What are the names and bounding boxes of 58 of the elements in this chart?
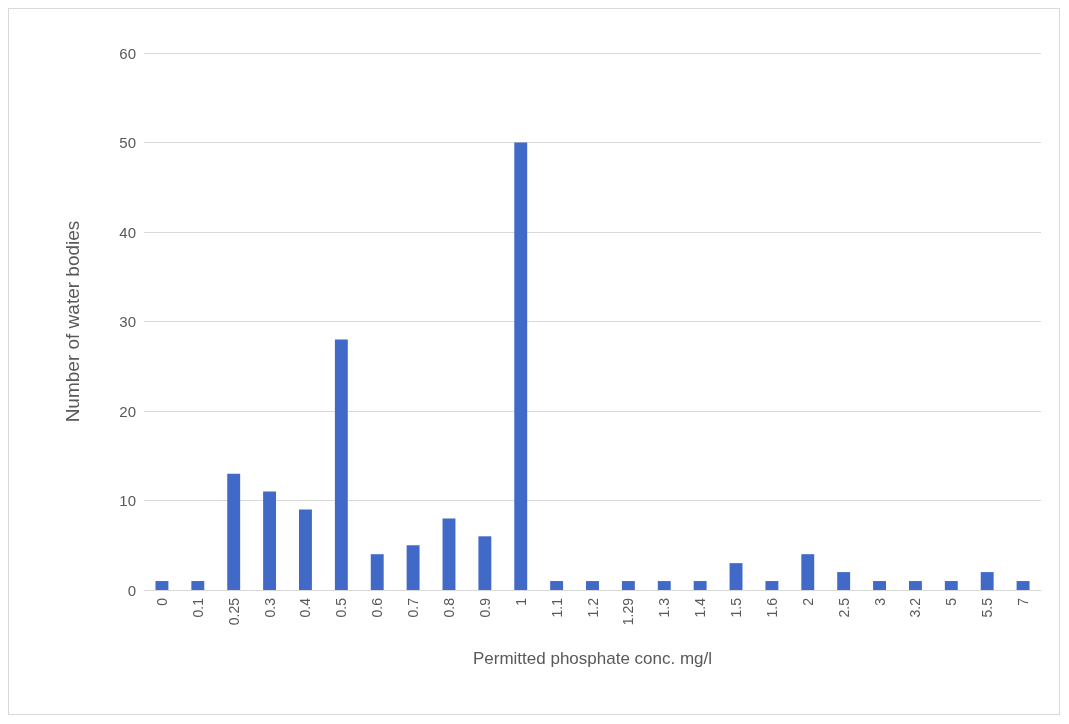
bar xyxy=(334,339,348,590)
y-tick-label: 40 xyxy=(119,223,136,241)
x-axis-title: Permitted phosphate conc. mg/l xyxy=(472,649,713,668)
x-tick-label: 0.25 xyxy=(225,597,242,626)
bar xyxy=(693,581,707,590)
x-tick-label: 0.4 xyxy=(297,597,314,618)
y-tick-label: 10 xyxy=(119,492,136,509)
bar xyxy=(155,581,169,590)
bar xyxy=(657,581,671,590)
x-tick-label: 5 xyxy=(943,597,960,606)
x-tick-label: 1.2 xyxy=(584,597,601,618)
x-tick-label: 0.8 xyxy=(440,597,457,618)
x-tick-label: 0.3 xyxy=(261,597,278,618)
x-tick-label: 3 xyxy=(871,597,888,606)
bar xyxy=(227,473,241,590)
bar xyxy=(837,572,851,590)
bar xyxy=(801,554,815,590)
x-tick-label: 1.6 xyxy=(763,597,780,618)
x-tick-label: 0 xyxy=(153,597,170,606)
y-tick-label: 60 xyxy=(119,44,136,62)
bar xyxy=(263,491,277,590)
bar xyxy=(370,554,384,590)
x-tick-label: 5.5 xyxy=(979,597,996,618)
bar xyxy=(191,581,205,590)
x-tick-label: 1.3 xyxy=(656,597,673,618)
bar xyxy=(873,581,886,590)
bar xyxy=(586,581,599,590)
y-tick-label: 30 xyxy=(119,313,136,330)
x-tick-label: 1.4 xyxy=(692,597,709,618)
bar xyxy=(765,581,779,590)
x-tick-label: 7 xyxy=(1015,597,1032,606)
x-tick-label: 1 xyxy=(512,597,529,606)
x-tick-label: 0.9 xyxy=(476,597,493,618)
x-tick-label: 0.6 xyxy=(369,597,386,618)
y-tick-label: 50 xyxy=(119,134,136,151)
bar xyxy=(621,581,635,590)
bar xyxy=(944,581,958,590)
y-axis-title: Number of water bodies xyxy=(62,220,83,423)
bar xyxy=(514,142,528,590)
x-tick-label: 1.29 xyxy=(620,597,637,626)
x-tick-label: 0.1 xyxy=(189,597,206,618)
bar xyxy=(478,536,492,590)
bar xyxy=(299,509,312,590)
x-tick-label: 0.7 xyxy=(405,597,422,618)
y-tick-label: 20 xyxy=(119,402,136,420)
x-tick-label: 1.5 xyxy=(728,597,745,618)
bar xyxy=(908,581,922,590)
bar xyxy=(550,581,564,590)
x-tick-label: 1.1 xyxy=(548,597,565,618)
bar xyxy=(442,518,456,590)
bar xyxy=(1016,581,1030,590)
bar xyxy=(406,545,420,590)
bar xyxy=(729,563,743,590)
x-tick-label: 2.5 xyxy=(835,597,852,618)
x-tick-label: 2 xyxy=(799,597,816,606)
x-tick-label: 0.5 xyxy=(333,597,350,618)
x-tick-label: 3.2 xyxy=(907,597,924,618)
bar xyxy=(980,572,994,590)
